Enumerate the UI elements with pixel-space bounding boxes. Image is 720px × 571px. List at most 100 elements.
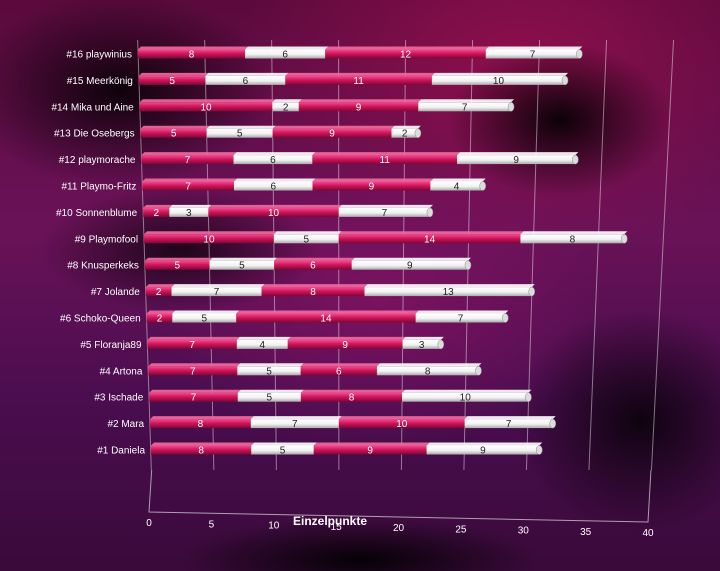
bar-value-label: 10 [268, 208, 280, 219]
bar-segment [237, 363, 304, 376]
grid-line [137, 39, 152, 471]
bar-segment [151, 442, 255, 455]
bar-segment [300, 389, 406, 402]
bar-segment [312, 152, 461, 165]
bar-value-label: 5 [280, 446, 286, 457]
bar-segment [208, 204, 342, 217]
x-axis-title: Einzelpunkte [293, 514, 367, 528]
bar-value-label: 2 [402, 129, 408, 140]
category-label: #9 Playmofool [75, 234, 138, 245]
bar-value-label: 10 [460, 393, 472, 404]
bar-segment [426, 442, 543, 455]
bar-value-label: 8 [425, 366, 431, 377]
bar-segment [209, 257, 278, 270]
grid-line [588, 39, 608, 471]
bar-value-label: 7 [382, 208, 388, 219]
bar-segment [338, 416, 468, 429]
category-label: #12 playmorache [59, 155, 136, 166]
bar-value-label: 2 [153, 208, 159, 219]
bar-value-label: 9 [407, 261, 413, 272]
bar-value-label: 8 [198, 446, 204, 457]
bar-segment [287, 336, 406, 349]
bar-value-label: 8 [349, 393, 355, 404]
bar-segment [138, 46, 248, 59]
bar-value-label: 10 [200, 102, 212, 113]
bar-segment [300, 363, 380, 376]
bar-value-label: 9 [342, 340, 348, 351]
bar-value-label: 5 [174, 261, 180, 272]
bar-value-label: 13 [443, 287, 455, 298]
bar-value-label: 5 [202, 314, 208, 325]
bar-value-label: 7 [189, 340, 195, 351]
bar-end-cap [572, 154, 579, 165]
bar-end-cap [502, 313, 509, 323]
category-label: #4 Artona [100, 366, 143, 377]
bar-segment [338, 204, 433, 217]
bar-segment [150, 416, 254, 429]
bar-value-label: 7 [185, 182, 191, 193]
bar-end-cap [464, 260, 472, 270]
bar-end-cap [414, 128, 422, 138]
bar-value-label: 7 [214, 287, 220, 298]
bar-segment [236, 336, 291, 349]
bar-segment [402, 336, 444, 349]
bar-segment [312, 178, 434, 191]
bar-segment [144, 257, 213, 270]
bar-end-cap [549, 418, 556, 429]
bar-segment [145, 284, 175, 297]
bar-value-label: 6 [282, 50, 288, 61]
x-tick-label: 0 [146, 518, 152, 529]
category-label: #1 Daniela [97, 446, 145, 457]
bar-segment [338, 231, 524, 244]
category-labels: #16 playwinius #15 Meerkönig #14 Mika und … [51, 50, 145, 457]
bar-segment [233, 178, 316, 191]
bar-segment [147, 336, 240, 349]
category-label: #15 Meerkönig [67, 76, 133, 87]
category-label: #5 Floranja89 [80, 340, 142, 351]
bar-value-label: 3 [419, 340, 425, 351]
bar-value-label: 7 [185, 155, 191, 166]
x-tick-label: 10 [268, 521, 280, 532]
bar-value-label: 6 [336, 366, 342, 377]
category-label: #16 playwinius [66, 50, 132, 61]
bar-segment [140, 125, 210, 138]
bar-segment [298, 99, 422, 112]
bar-value-label: 10 [493, 76, 505, 87]
bar-value-label: 6 [270, 155, 276, 166]
bar-end-cap [475, 366, 482, 376]
bar-value-label: 6 [270, 182, 276, 193]
bar-segment [236, 310, 419, 323]
bar-segment [285, 72, 435, 85]
bar-value-label: 5 [171, 129, 177, 140]
bar-value-label: 11 [353, 76, 364, 87]
bar-value-label: 14 [320, 314, 332, 325]
bar-end-cap [426, 207, 434, 218]
bar-value-label: 10 [396, 419, 408, 430]
bar-segment [142, 178, 237, 191]
bar-segment [245, 46, 329, 59]
bar-value-label: 8 [198, 419, 204, 430]
bar-segment [250, 416, 342, 429]
bar-segment [364, 284, 535, 297]
bar-value-label: 6 [310, 261, 316, 272]
bar-value-label: 5 [304, 234, 310, 245]
x-tick-label: 20 [393, 523, 405, 534]
bar-value-label: 5 [267, 393, 273, 404]
bar-value-label: 8 [570, 234, 576, 245]
bar-segment [325, 46, 489, 59]
bar-value-label: 6 [243, 76, 249, 87]
bar-value-label: 2 [156, 287, 162, 298]
bar-value-label: 9 [329, 129, 335, 140]
bar-end-cap [525, 392, 532, 402]
grid-line [525, 39, 541, 471]
x-tick-label: 15 [331, 522, 343, 533]
bar-segment [141, 152, 237, 165]
bar-value-label: 7 [530, 50, 536, 61]
bar-value-label: 11 [380, 155, 391, 166]
bar-value-label: 9 [513, 155, 519, 166]
x-tick-label: 40 [642, 528, 654, 539]
bar-value-label: 2 [283, 102, 289, 113]
bar-segment [376, 363, 482, 376]
